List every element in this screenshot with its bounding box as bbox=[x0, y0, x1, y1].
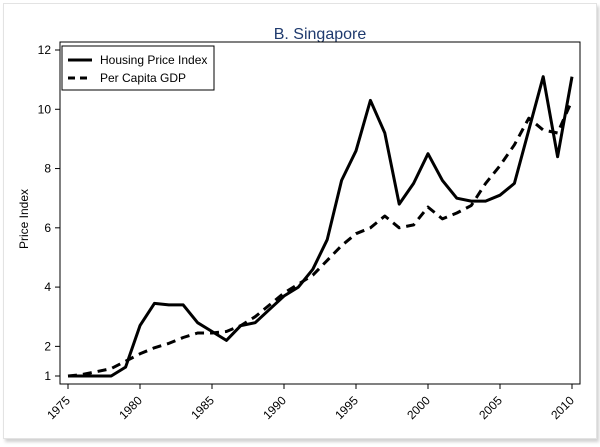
y-tick-label-4: 8 bbox=[44, 162, 51, 176]
x-tick-label-6: 2005 bbox=[476, 393, 505, 422]
chart-frame: B. Singapore Price Index 1 2 4 6 8 10 12 1975 19… bbox=[3, 3, 597, 439]
legend-box bbox=[61, 45, 215, 91]
x-tick-label-0: 1975 bbox=[44, 393, 73, 422]
legend: Housing Price Index Per Capita GDP bbox=[61, 45, 215, 91]
y-tick-label-1: 2 bbox=[44, 339, 51, 353]
y-tick-label-0: 1 bbox=[44, 369, 51, 383]
y-tick-label-6: 12 bbox=[38, 43, 52, 57]
series-line-1 bbox=[67, 99, 574, 378]
y-tick-label-2: 4 bbox=[44, 280, 51, 294]
legend-label-1: Per Capita GDP bbox=[100, 71, 186, 85]
y-axis-label: Price Index bbox=[17, 189, 31, 249]
y-tick-label-5: 10 bbox=[38, 102, 52, 116]
x-tick-label-2: 1985 bbox=[188, 393, 217, 422]
x-tick-label-4: 1995 bbox=[332, 393, 361, 422]
series-line-0 bbox=[68, 75, 574, 378]
plot-border bbox=[59, 41, 581, 385]
x-tick-label-3: 1990 bbox=[260, 393, 289, 422]
legend-label-0: Housing Price Index bbox=[100, 53, 207, 67]
x-tick-label-1: 1980 bbox=[116, 393, 145, 422]
chart-title: B. Singapore bbox=[274, 26, 367, 43]
plot-area bbox=[67, 75, 574, 378]
y-tick-label-3: 6 bbox=[44, 221, 51, 235]
x-tick-label-7: 2010 bbox=[548, 393, 577, 422]
x-tick-label-5: 2000 bbox=[404, 393, 433, 422]
